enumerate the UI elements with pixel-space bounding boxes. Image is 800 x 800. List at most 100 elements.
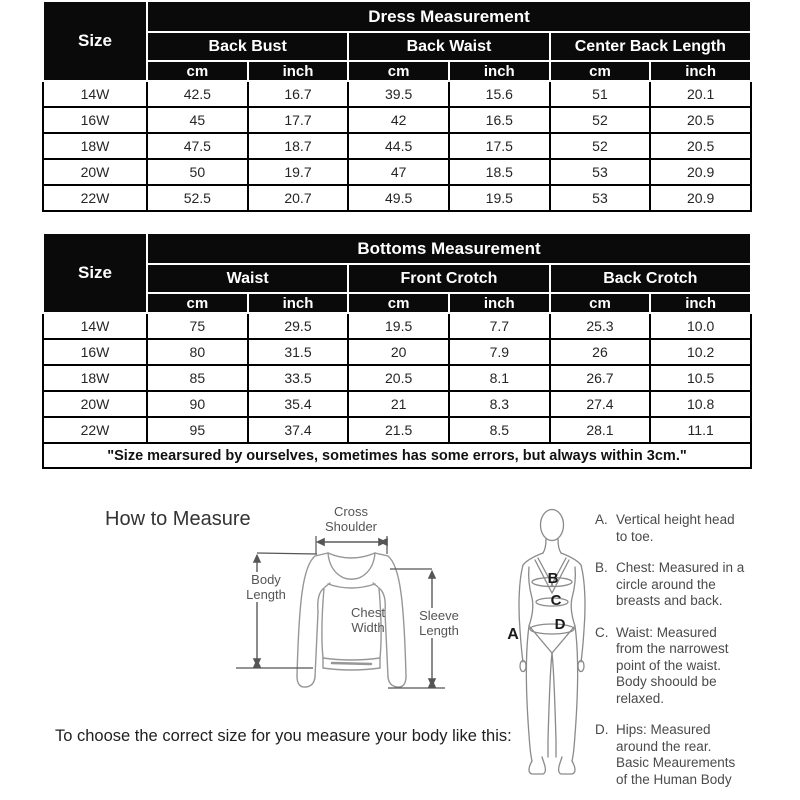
shirt-measure-diagram	[236, 536, 445, 689]
dress-table-title: Dress Measurement	[146, 0, 752, 33]
body-figure-diagram	[518, 508, 586, 775]
group-header-waist: Waist	[145, 263, 350, 294]
table-row: 20W 90 35.4 21 8.3 27.4 10.8	[42, 390, 752, 418]
table-row: Size Bottoms Measurement	[42, 232, 752, 314]
measurement-cell: 11.1	[649, 416, 752, 444]
measurement-cell: 53	[548, 158, 652, 186]
measurement-cell: 17.5	[447, 132, 551, 160]
measurement-cell: 52	[548, 106, 652, 134]
measurement-cell: 10.0	[649, 312, 752, 340]
chest-width-label: Chest Width	[351, 605, 385, 635]
measurement-cell: 44.5	[347, 132, 450, 160]
measurement-cell: 53	[548, 184, 652, 212]
measurement-cell: 29.5	[246, 312, 350, 340]
unit-header: inch	[649, 292, 752, 314]
table-row: 20W 50 19.7 47 18.5 53 20.9	[42, 158, 752, 186]
group-header-back-bust: Back Bust	[145, 31, 350, 62]
unit-header: cm	[347, 60, 450, 82]
measurement-cell: 19.7	[246, 158, 350, 186]
measurement-cell: 20.7	[246, 184, 350, 212]
measurement-cell: 21.5	[347, 416, 450, 444]
measurement-cell: 35.4	[246, 390, 350, 418]
table-row: Size Dress Measurement	[42, 0, 752, 82]
body-length-label: Body Length	[240, 572, 292, 602]
measurement-cell: 19.5	[447, 184, 551, 212]
table-row: Waist Front Crotch Back Crotch	[43, 263, 753, 294]
measurement-cell: 20.5	[649, 106, 752, 134]
how-to-measure-heading: How to Measure	[105, 508, 251, 530]
measurement-cell: 10.2	[649, 338, 752, 366]
measurement-cell: 28.1	[548, 416, 652, 444]
measurement-cell: 20.9	[649, 184, 752, 212]
measurement-cell: 10.8	[649, 390, 752, 418]
size-disclaimer: "Size mearsured by ourselves, sometimes …	[42, 442, 752, 469]
measurement-cell: 47.5	[146, 132, 249, 160]
measurement-cell: 39.5	[347, 80, 450, 108]
measurement-cell: 27.4	[548, 390, 652, 418]
measurement-cell: 42.5	[146, 80, 249, 108]
unit-header: inch	[447, 60, 551, 82]
table-row: 16W 80 31.5 20 7.9 26 10.2	[42, 338, 752, 366]
measurement-cell: 19.5	[347, 312, 450, 340]
measurement-cell: 20	[347, 338, 450, 366]
dress-measurement-table: Size Dress Measurement Back Bust Back Wa…	[42, 0, 753, 212]
size-cell: 20W	[42, 158, 148, 186]
note-text: Waist: Measured from the narrowest point…	[616, 624, 729, 706]
unit-header: inch	[649, 60, 752, 82]
bottoms-table-title: Bottoms Measurement	[146, 232, 752, 265]
note-text: Vertical height head to toe.	[616, 512, 735, 544]
table-row: "Size mearsured by ourselves, sometimes …	[42, 442, 752, 469]
measurement-cell: 21	[347, 390, 450, 418]
choose-size-instruction: To choose the correct size for you measu…	[55, 727, 512, 745]
unit-header: inch	[447, 292, 551, 314]
unit-header: cm	[548, 292, 652, 314]
size-cell: 22W	[42, 416, 148, 444]
note-label: C.	[595, 624, 609, 640]
unit-header: inch	[246, 292, 350, 314]
group-header-front-crotch: Front Crotch	[347, 263, 551, 294]
unit-header: inch	[246, 60, 350, 82]
measurement-cell: 52	[548, 132, 652, 160]
measurement-cell: 31.5	[246, 338, 350, 366]
measurement-cell: 49.5	[347, 184, 450, 212]
measurement-cell: 20.5	[649, 132, 752, 160]
measurement-cell: 45	[146, 106, 249, 134]
measurement-cell: 8.3	[447, 390, 551, 418]
measurement-cell: 20.9	[649, 158, 752, 186]
measurement-cell: 85	[146, 364, 249, 392]
measurement-cell: 7.7	[447, 312, 551, 340]
measurement-cell: 25.3	[548, 312, 652, 340]
table-row: Back Bust Back Waist Center Back Length	[43, 31, 753, 62]
measurement-cell: 47	[347, 158, 450, 186]
table-row: 18W 47.5 18.7 44.5 17.5 52 20.5	[42, 132, 752, 160]
measurement-cell: 15.6	[447, 80, 551, 108]
size-cell: 18W	[42, 132, 148, 160]
size-column-header: Size	[42, 0, 148, 82]
measurement-cell: 26	[548, 338, 652, 366]
note-text: Hips: Measured around the rear. Basic Me…	[616, 722, 736, 787]
table-row: 14W 75 29.5 19.5 7.7 25.3 10.0	[42, 312, 752, 340]
group-header-back-waist: Back Waist	[347, 31, 551, 62]
figure-letter-b: B	[547, 570, 559, 587]
size-cell: 14W	[42, 80, 148, 108]
size-cell: 16W	[42, 106, 148, 134]
measurement-cell: 18.5	[447, 158, 551, 186]
table-row: 22W 95 37.4 21.5 8.5 28.1 11.1	[42, 416, 752, 444]
measurement-cell: 10.5	[649, 364, 752, 392]
note-b: B. Chest: Measured in a circle around th…	[595, 560, 760, 610]
figure-letter-a: A	[507, 626, 519, 643]
measurement-cell: 18.7	[246, 132, 350, 160]
measurement-cell: 7.9	[447, 338, 551, 366]
measurement-cell: 16.7	[246, 80, 350, 108]
table-row: 16W 45 17.7 42 16.5 52 20.5	[42, 106, 752, 134]
group-header-back-crotch: Back Crotch	[548, 263, 753, 294]
table-row: cm inch cm inch cm inch	[43, 60, 752, 82]
note-d: D. Hips: Measured around the rear. Basic…	[595, 722, 760, 788]
measurement-cell: 8.5	[447, 416, 551, 444]
figure-letter-c: C	[550, 592, 562, 609]
note-label: A.	[595, 512, 608, 527]
group-header-center-back-length: Center Back Length	[548, 31, 753, 62]
cross-shoulder-label: Cross Shoulder	[324, 504, 378, 534]
size-column-header: Size	[42, 232, 148, 314]
